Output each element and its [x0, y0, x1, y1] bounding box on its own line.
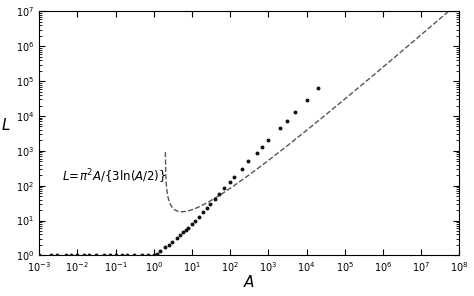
- Point: [215, 192, 222, 197]
- Point: [173, 236, 181, 241]
- Point: [162, 245, 169, 250]
- Point: [177, 233, 184, 238]
- Point: [153, 252, 161, 256]
- Point: [253, 150, 261, 155]
- Y-axis label: L: L: [1, 118, 10, 133]
- Point: [112, 253, 119, 258]
- Point: [182, 228, 190, 233]
- Point: [106, 253, 113, 258]
- Point: [276, 126, 283, 131]
- Point: [227, 179, 234, 184]
- Text: $L\!=\!\pi^2 A/\{3\ln(A/2)\}$: $L\!=\!\pi^2 A/\{3\ln(A/2)\}$: [62, 168, 166, 186]
- Point: [157, 249, 164, 254]
- Point: [62, 253, 70, 258]
- Point: [264, 138, 272, 143]
- Point: [303, 98, 310, 103]
- Point: [211, 197, 219, 201]
- Point: [92, 253, 100, 258]
- Point: [68, 253, 75, 258]
- Point: [195, 215, 202, 220]
- Point: [238, 166, 246, 171]
- X-axis label: A: A: [244, 276, 255, 290]
- Point: [231, 174, 238, 179]
- Point: [36, 253, 43, 258]
- Point: [165, 242, 173, 247]
- Point: [123, 253, 131, 258]
- Point: [184, 226, 192, 230]
- Point: [259, 144, 266, 149]
- Point: [85, 253, 93, 258]
- Point: [80, 253, 88, 258]
- Point: [206, 202, 214, 207]
- Point: [291, 110, 299, 114]
- Point: [245, 159, 252, 164]
- Point: [200, 210, 207, 214]
- Point: [180, 230, 187, 235]
- Point: [188, 222, 196, 227]
- Point: [191, 219, 199, 224]
- Point: [100, 253, 108, 258]
- Point: [314, 86, 322, 91]
- Point: [73, 253, 81, 258]
- Point: [203, 206, 211, 210]
- Point: [54, 253, 61, 258]
- Point: [118, 253, 126, 258]
- Point: [144, 253, 152, 258]
- Point: [138, 253, 146, 258]
- Point: [47, 253, 55, 258]
- Point: [283, 119, 291, 123]
- Point: [150, 253, 157, 258]
- Point: [220, 186, 228, 190]
- Point: [130, 253, 137, 258]
- Point: [168, 240, 176, 244]
